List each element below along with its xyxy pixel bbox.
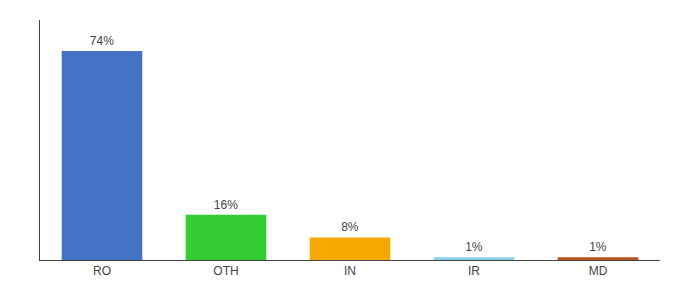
svg-text:16%: 16% xyxy=(214,198,238,212)
svg-text:1%: 1% xyxy=(465,240,483,254)
svg-text:RO: RO xyxy=(93,264,111,278)
svg-text:1%: 1% xyxy=(589,240,607,254)
svg-text:OTH: OTH xyxy=(213,264,238,278)
svg-text:8%: 8% xyxy=(341,220,359,234)
svg-text:MD: MD xyxy=(589,264,608,278)
svg-text:IR: IR xyxy=(468,264,480,278)
svg-text:IN: IN xyxy=(344,264,356,278)
svg-text:74%: 74% xyxy=(90,34,114,48)
